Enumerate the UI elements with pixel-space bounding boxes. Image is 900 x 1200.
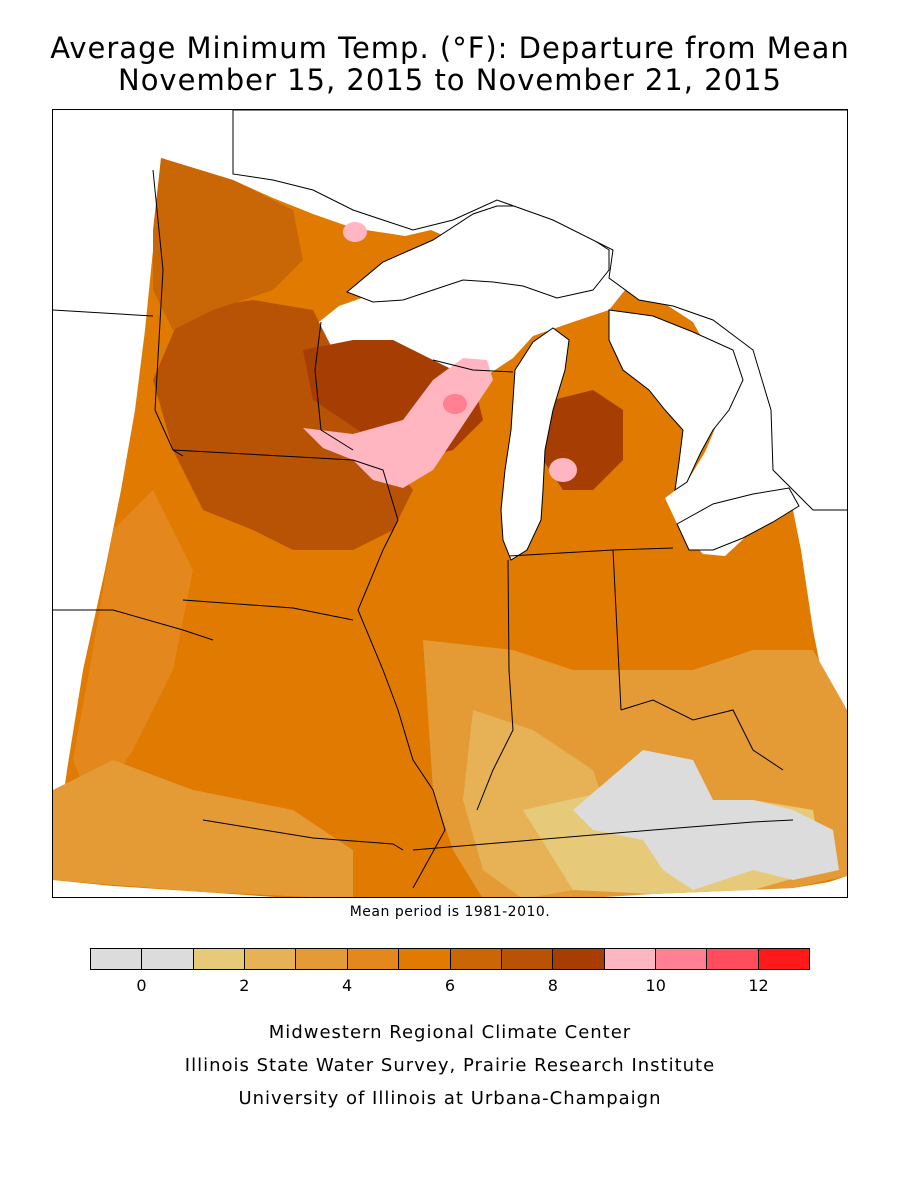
- legend-swatch: [193, 949, 246, 969]
- lake-michigan: [500, 327, 570, 561]
- legend-swatch: [347, 949, 400, 969]
- legend-swatch: [296, 949, 348, 969]
- boundary-oh-ky: [620, 699, 784, 771]
- legend-tick-label: 6: [444, 976, 456, 995]
- legend-swatch: [399, 949, 451, 969]
- boundary-sd-ne: [53, 609, 214, 641]
- legend-swatch: [707, 949, 759, 969]
- legend-tick-label: 8: [547, 976, 558, 995]
- lake-superior: [346, 205, 610, 303]
- boundary-nd-sd: [53, 309, 154, 317]
- legend-swatch: [758, 949, 810, 969]
- legend-swatch: [450, 949, 502, 969]
- legend-swatch: [553, 949, 605, 969]
- legend-swatch: [501, 949, 554, 969]
- legend-tick-label: 4: [342, 976, 353, 995]
- boundary-mississippi: [357, 519, 446, 889]
- lake-huron: [608, 309, 744, 492]
- credit-line3: University of Illinois at Urbana-Champai…: [238, 1088, 662, 1109]
- legend-swatch: [91, 949, 143, 969]
- zone-west-band: [73, 490, 193, 810]
- zone-warm-peak: [443, 394, 467, 414]
- lake-erie: [676, 487, 800, 551]
- credit-line2: Illinois State Water Survey, Prairie Res…: [184, 1055, 716, 1076]
- legend-tick-label: 0: [136, 976, 147, 995]
- legend-tick-label: 12: [748, 976, 769, 995]
- zone-below-normal: [573, 750, 839, 890]
- zone-superior-warm: [343, 222, 367, 242]
- legend-tick-label: 2: [239, 976, 250, 995]
- map-title-line1: Average Minimum Temp. (°F): Departure fr…: [50, 31, 850, 65]
- legend-swatch: [245, 949, 297, 969]
- legend-swatch: [655, 949, 708, 969]
- boundary-mo-ar: [202, 819, 404, 851]
- boundary-ia-mn: [172, 449, 399, 521]
- boundary-il-in: [476, 559, 514, 811]
- credit-line1: Midwestern Regional Climate Center: [268, 1022, 632, 1043]
- temperature-departure-map: [53, 110, 847, 897]
- state-boundaries: [53, 169, 794, 889]
- legend-swatch: [604, 949, 656, 969]
- canada-land: [232, 110, 847, 511]
- boundary-in-oh: [612, 549, 622, 711]
- map-frame: [52, 109, 848, 898]
- map-title-line2: November 15, 2015 to November 21, 2015: [118, 63, 782, 97]
- mean-period-note: Mean period is 1981-2010.: [349, 904, 551, 920]
- boundary-ky-tn: [412, 819, 794, 851]
- zone-michigan-warm: [549, 458, 577, 482]
- boundary-ia-mo: [182, 599, 354, 621]
- boundary-mi-in-oh: [508, 547, 674, 557]
- legend-tick-label: 10: [645, 976, 666, 995]
- legend-swatch: [142, 949, 194, 969]
- zone-minnesota: [153, 158, 303, 330]
- boundary-mn-nd: [152, 169, 184, 457]
- boundary-wi-mn: [314, 321, 354, 451]
- boundary-wi-mi-up: [432, 359, 514, 373]
- zone-warm-anomaly: [303, 358, 493, 488]
- color-legend: [90, 948, 810, 970]
- zone-north-central: [153, 300, 413, 550]
- zone-southwest: [53, 760, 353, 897]
